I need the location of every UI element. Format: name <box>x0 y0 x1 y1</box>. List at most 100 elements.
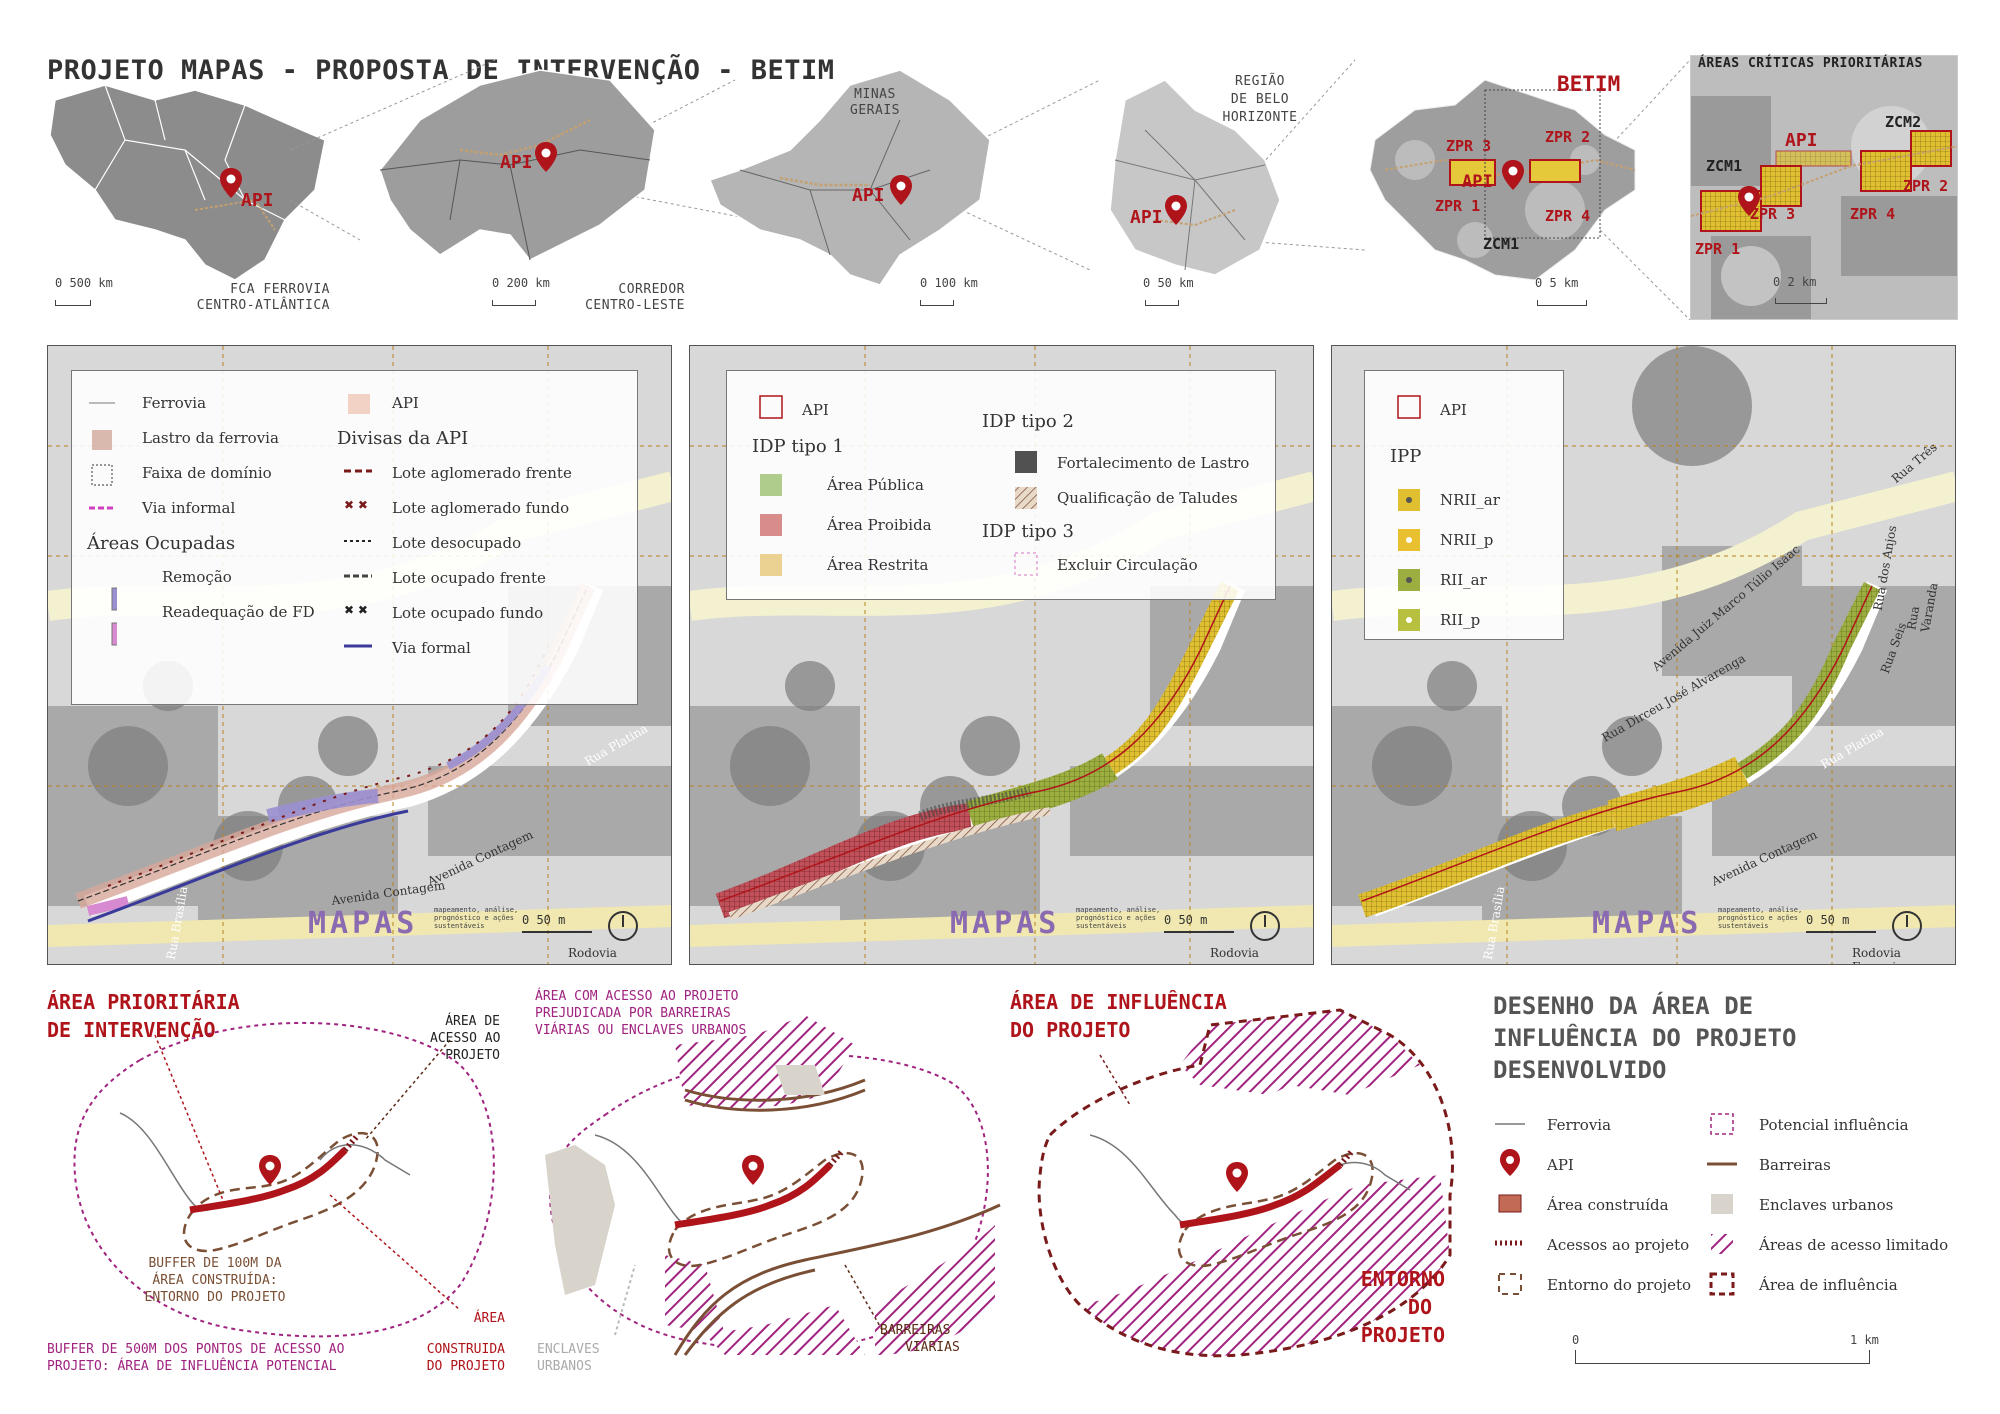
legend-panel1: Ferrovia Lastro da ferrovia Faixa de dom… <box>71 370 638 705</box>
legend-idp3: IDP tipo 3 <box>982 521 1074 542</box>
panel-scale: 0 50 m <box>1164 913 1208 927</box>
corredor-map: API <box>360 60 660 285</box>
legend-lote-oc-fundo: Lote ocupado fundo <box>392 604 544 622</box>
diagram1-built-3: DO PROJETO <box>426 1359 505 1374</box>
diagram1-potential-2: PROJETO: ÁREA DE INFLUÊNCIA POTENCIAL <box>47 1359 337 1374</box>
legend-nrii-p: NRII_p <box>1440 531 1494 549</box>
map-pin-icon <box>535 142 557 176</box>
legend-panel3: API IPP NRII_ar NRII_p RII_ar RII_p <box>1364 370 1564 640</box>
map5-scalebar <box>1537 300 1587 306</box>
zpr4-label: ZPR 4 <box>1545 207 1591 225</box>
region-label-2: GERAIS <box>850 103 900 118</box>
legend-via-formal: Via formal <box>392 639 471 657</box>
minas-gerais-map: API MINAS GERAIS <box>700 60 1000 290</box>
design-legend-swatches <box>1495 1113 1737 1296</box>
diagram2-title-1: ÁREA COM ACESSO AO PROJETO <box>535 989 739 1004</box>
map-pin-icon <box>259 1155 281 1189</box>
svg-text:✖ ✖: ✖ ✖ <box>344 603 368 617</box>
map2-caption-2: CENTRO-LESTE <box>585 298 685 313</box>
street-label: Rodovia <box>568 946 617 960</box>
diagram2-title-2: PREJUDICADA POR BARREIRAS <box>535 1006 731 1021</box>
api-marker-label: API <box>241 190 274 211</box>
zpr4-label: ZPR 4 <box>1850 205 1896 223</box>
diagram1-title-2: DE INTERVENÇÃO <box>47 1018 216 1042</box>
legend-area-construida: Área construída <box>1547 1196 1669 1214</box>
map6-scalebar <box>1775 298 1827 304</box>
map4-scale: 0 50 km <box>1143 276 1194 290</box>
page-title: PROJETO MAPAS - PROPOSTA DE INTERVENÇÃO … <box>47 55 835 86</box>
legend-idp1: IDP tipo 1 <box>752 436 844 457</box>
map-pin-icon <box>1502 160 1524 194</box>
legend-via-informal: Via informal <box>142 499 236 517</box>
rmbh-shape <box>1109 79 1281 276</box>
diagram1-access-3: PROJETO <box>445 1048 500 1063</box>
map2-scale: 0 200 km <box>492 276 550 290</box>
legend-excluir: Excluir Circulação <box>1057 556 1198 574</box>
betim-shape <box>1369 79 1636 281</box>
api-label: API <box>1462 172 1493 192</box>
legend-faixa: Faixa de domínio <box>142 464 272 482</box>
map-pin-icon <box>1738 186 1760 220</box>
legend-qualificacao: Qualificação de Taludes <box>1057 489 1238 507</box>
diagram1-title-1: ÁREA PRIORITÁRIA <box>47 990 240 1014</box>
minas-gerais-shape <box>709 69 991 286</box>
zpr1-label: ZPR 1 <box>1435 197 1481 215</box>
legend-idp2: IDP tipo 2 <box>982 411 1074 432</box>
diagram-influencia <box>1037 1008 1454 1358</box>
map2-caption-1: CORREDOR <box>618 282 685 297</box>
legend-nrii-ar: NRII_ar <box>1440 491 1500 509</box>
panel-idp: Rodovia API IDP tipo 1 Área Pública Área… <box>689 345 1314 965</box>
legend-remocao: Remoção <box>162 568 232 586</box>
map3-scalebar <box>920 300 954 306</box>
diagram1-access-2: ACESSO AO <box>430 1031 501 1046</box>
brazil-map: API <box>45 80 335 281</box>
design-title-1: DESENHO DA ÁREA DE <box>1493 992 1754 1020</box>
map1-caption-1: FCA FERROVIA <box>230 282 330 297</box>
legend-ferrovia: Ferrovia <box>1547 1116 1612 1134</box>
diagram1-built-1: ÁREA <box>473 1311 505 1326</box>
api-marker-label: API <box>1130 207 1163 228</box>
api-marker-label: API <box>500 152 533 173</box>
betim-map <box>1355 60 1650 295</box>
zpr1-label: ZPR 1 <box>1695 240 1741 258</box>
legend-api: API <box>1547 1156 1574 1174</box>
legend-lote-ag-frente: Lote aglomerado frente <box>392 464 572 482</box>
map2-scalebar <box>492 300 536 306</box>
diagram3-entorno-3: PROJETO <box>1360 1323 1445 1347</box>
north-arrow-icon <box>608 911 638 941</box>
mapas-logo-text: MAPAS <box>308 906 419 941</box>
diagram3-title-1: ÁREA DE INFLUÊNCIA <box>1010 990 1227 1014</box>
street-label: Rodovia <box>1210 946 1259 960</box>
scale-line <box>1164 931 1234 933</box>
legend-swatches-left <box>89 402 117 646</box>
mapas-logo: MAPAS mapeamento, análise, prognóstico e… <box>308 906 554 941</box>
diagram2-barreiras-1: BARREIRAS <box>880 1323 951 1338</box>
scale-line <box>1806 931 1876 933</box>
zpr2-label: ZPR 2 <box>1903 177 1949 195</box>
scale-line <box>522 931 592 933</box>
design-title-2: INFLUÊNCIA DO PROJETO <box>1493 1024 1797 1052</box>
legend-swatches-left <box>759 395 783 576</box>
diagram3-title-2: DO PROJETO <box>1010 1018 1131 1042</box>
legend-ferrovia: Ferrovia <box>142 394 207 412</box>
diagram2-enclaves-2: URBANOS <box>537 1359 592 1374</box>
region-label-1: REGIÃO <box>1235 74 1285 89</box>
diagram3-entorno-1: ENTORNO <box>1360 1267 1445 1291</box>
legend-readequacao: Readequação de FD <box>162 603 315 621</box>
zcm1-label: ZCM1 <box>1483 235 1520 253</box>
legend-area-proibida: Área Proibida <box>827 516 932 534</box>
api-label: API <box>1785 130 1818 151</box>
zpr3-label: ZPR 3 <box>1446 137 1492 155</box>
legend-barreiras: Barreiras <box>1759 1156 1831 1174</box>
mapas-logo: MAPAS mapeamento, análise, prognóstico e… <box>1592 906 1838 941</box>
rmbh-map: API <box>1095 70 1285 290</box>
map-pin-icon <box>220 168 242 202</box>
legend-influencia: Área de influência <box>1759 1276 1898 1294</box>
panel-scale: 0 50 m <box>522 913 566 927</box>
region-label-1: MINAS <box>854 87 896 102</box>
legend-api: API <box>1440 401 1467 419</box>
diagram3-entorno-2: DO <box>1407 1295 1432 1319</box>
panel-ipp: Rua Três Avenida Juiz Marco Túlio Isaac … <box>1331 345 1956 965</box>
map5-scale: 0 5 km <box>1535 276 1579 290</box>
legend-fortalecimento: Fortalecimento de Lastro <box>1057 454 1250 472</box>
